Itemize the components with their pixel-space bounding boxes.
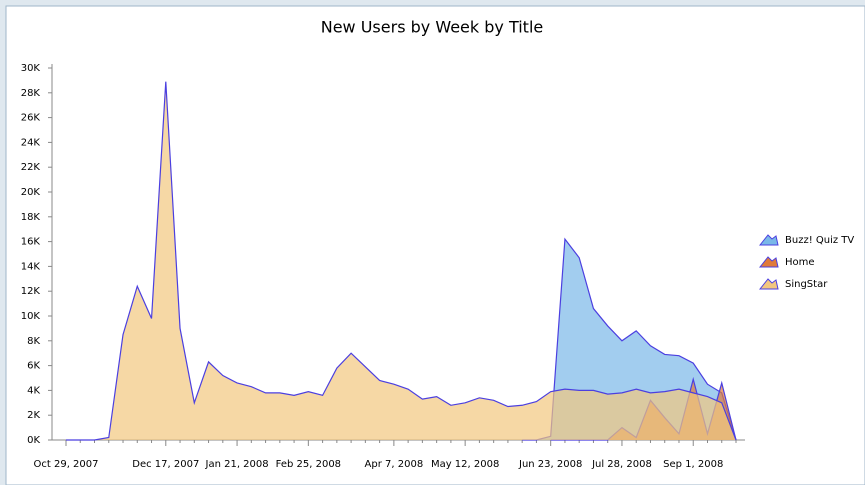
y-tick-label: 28K	[21, 88, 41, 99]
y-tick-label: 20K	[21, 187, 41, 198]
y-tick-label: 6K	[27, 361, 40, 372]
legend-label: Buzz! Quiz TV	[785, 235, 854, 246]
legend-swatch	[758, 278, 779, 290]
x-tick-label: Jul 28, 2008	[591, 459, 652, 470]
y-tick-label: 0K	[27, 435, 40, 446]
y-tick-label: 24K	[21, 137, 41, 148]
x-tick-label: Dec 17, 2007	[132, 459, 199, 470]
y-tick-label: 8K	[27, 336, 40, 347]
legend-swatch	[758, 234, 779, 246]
y-tick-label: 2K	[27, 410, 40, 421]
y-tick-label: 14K	[21, 261, 41, 272]
y-tick-label: 4K	[27, 385, 40, 396]
y-tick-label: 30K	[21, 63, 41, 74]
y-tick-label: 26K	[21, 113, 41, 124]
area-line	[66, 81, 737, 441]
chart-title: New Users by Week by Title	[321, 18, 544, 37]
y-tick-label: 12K	[21, 286, 41, 297]
y-tick-label: 18K	[21, 212, 41, 223]
x-tick-label: Feb 25, 2008	[276, 459, 341, 470]
legend-label: SingStar	[785, 279, 828, 290]
legend-swatch	[758, 256, 779, 268]
y-tick-label: 22K	[21, 162, 41, 173]
area-line	[522, 237, 737, 441]
area	[66, 81, 736, 440]
x-tick-label: Sep 1, 2008	[663, 459, 723, 470]
x-tick-label: Apr 7, 2008	[365, 459, 424, 470]
x-tick-label: Oct 29, 2007	[34, 459, 99, 470]
y-tick-label: 16K	[21, 237, 41, 248]
x-tick-label: Jan 21, 2008	[205, 459, 269, 470]
x-tick-label: May 12, 2008	[431, 459, 499, 470]
x-tick-label: Jun 23, 2008	[518, 459, 582, 470]
y-tick-label: 10K	[21, 311, 41, 322]
legend-label: Home	[785, 257, 815, 268]
